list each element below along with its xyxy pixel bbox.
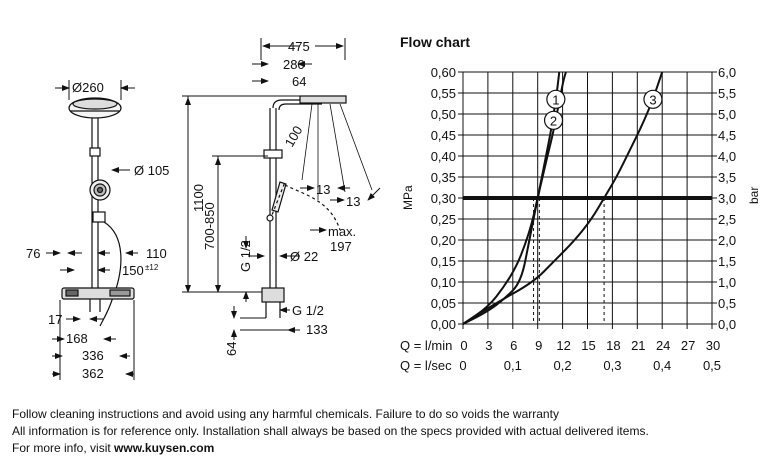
x-axis-label-secondary: Q = l/sec (400, 358, 452, 373)
dim-110: 110 (146, 246, 167, 261)
y-tick-label-mpa: 0,40 (431, 149, 456, 164)
x-tick-label-lmin: 6 (510, 338, 517, 353)
side-view-dimensions (182, 38, 381, 340)
dim-150: 150 (122, 263, 144, 278)
x-tick-label-lsec: 0 (459, 358, 466, 373)
dim-280: 280 (283, 57, 305, 72)
x-tick-label-lmin: 12 (556, 338, 570, 353)
side-view-drawing (261, 95, 373, 318)
y-tick-label-mpa: 0,55 (431, 86, 456, 101)
dim-133: 133 (306, 322, 328, 337)
y-tick-label-bar: 6,0 (718, 65, 736, 80)
y-tick-label-mpa: 0,45 (431, 128, 456, 143)
footer-notes: Follow cleaning instructions and avoid u… (12, 406, 782, 457)
y-tick-label-bar: 0,0 (718, 317, 736, 332)
series-badge-label-3: 3 (649, 92, 656, 107)
dim-22: Ø 22 (290, 249, 318, 264)
y-axis-label-right: bar (747, 187, 761, 204)
y-tick-label-bar: 3,0 (718, 191, 736, 206)
series-badge-label-2: 2 (550, 113, 557, 128)
dim-head-diameter: Ø260 (72, 80, 104, 95)
y-axis-label-left: MPa (401, 185, 415, 210)
y-tick-label-mpa: 0,15 (431, 254, 456, 269)
dim-64-top: 64 (292, 74, 306, 89)
dim-1100: 1100 (191, 184, 206, 212)
y-tick-label-mpa: 0,30 (431, 191, 456, 206)
dim-13-a: 13 (316, 182, 330, 197)
series-line-3 (462, 71, 664, 325)
y-tick-label-bar: 0,5 (718, 296, 736, 311)
front-view-dimensions (46, 80, 138, 380)
x-tick-label-lmin: 3 (485, 338, 492, 353)
y-tick-label-bar: 3,5 (718, 170, 736, 185)
y-tick-label-mpa: 0,20 (431, 233, 456, 248)
shower-hose (99, 221, 122, 327)
y-tick-label-bar: 4,0 (718, 149, 736, 164)
dim-100: 100 (282, 123, 306, 149)
dim-700-850: 700-850 (202, 202, 217, 250)
note-cleaning: Follow cleaning instructions and avoid u… (12, 407, 559, 421)
series-badge-label-1: 1 (552, 92, 559, 107)
series-badge-1 (546, 89, 566, 109)
flow-chart: Flow chart 0 3 6 9 12 15 18 21 24 27 300,00 0,00,05… (400, 34, 761, 373)
dim-197: 197 (330, 239, 352, 254)
front-view-labels: Ø260 Ø 105 76 110 150 ±12 17 168 336 362 (26, 80, 169, 381)
y-tick-label-mpa: 0,25 (431, 212, 456, 227)
y-tick-label-mpa: 0,35 (431, 170, 456, 185)
x-tick-label-lsec: 0,5 (703, 358, 721, 373)
website-link[interactable]: www.kuysen.com (114, 441, 215, 455)
dim-g12-right: G 1/2 (292, 303, 324, 318)
x-tick-label-lmin: 18 (606, 338, 620, 353)
y-tick-label-bar: 5,0 (718, 107, 736, 122)
note-more-info-prefix: For more info, visit (12, 441, 115, 455)
x-tick-label-lsec: 0,4 (653, 358, 671, 373)
side-view-labels: 475 280 64 100 1100 700-850 G 1/2 64 13 … (191, 39, 360, 356)
chart-title: Flow chart (400, 34, 470, 50)
y-tick-label-mpa: 0,05 (431, 296, 456, 311)
x-tick-label-lmin: 27 (681, 338, 695, 353)
x-tick-label-lsec: 0,2 (554, 358, 572, 373)
x-tick-label-lmin: 24 (656, 338, 670, 353)
x-tick-label-lmin: 30 (706, 338, 720, 353)
dim-13-b: 13 (346, 194, 360, 209)
y-tick-label-bar: 1,0 (718, 275, 736, 290)
note-reference: All information is for reference only. I… (12, 424, 649, 438)
y-tick-label-mpa: 0,50 (431, 107, 456, 122)
series-badge-2 (543, 110, 564, 130)
dim-76: 76 (26, 246, 40, 261)
y-tick-label-mpa: 0,60 (431, 65, 456, 80)
series-badge-3 (643, 89, 663, 109)
y-tick-label-bar: 2,5 (718, 212, 736, 227)
y-tick-label-bar: 5,5 (718, 86, 736, 101)
dim-150-tolerance: ±12 (145, 263, 159, 272)
y-tick-label-mpa: 0,00 (431, 317, 456, 332)
dim-64-bottom: 64 (224, 342, 239, 356)
x-tick-label-lmin: 15 (581, 338, 595, 353)
front-view-drawing (61, 97, 135, 327)
dim-168: 168 (66, 331, 88, 346)
x-tick-label-lsec: 0,3 (603, 358, 621, 373)
dim-475: 475 (288, 39, 310, 54)
y-tick-label-bar: 4,5 (718, 128, 736, 143)
dim-17: 17 (48, 312, 62, 327)
note-more-info: For more info, visit www.kuysen.com (12, 440, 782, 457)
dim-336: 336 (82, 348, 104, 363)
side-shower-head (299, 95, 347, 104)
x-tick-label-lmin: 0 (460, 338, 467, 353)
dim-362: 362 (82, 366, 104, 381)
x-tick-label-lmin: 9 (535, 338, 542, 353)
dim-max: max. (328, 224, 356, 239)
x-tick-label-lmin: 21 (631, 338, 645, 353)
y-tick-label-bar: 2,0 (718, 233, 736, 248)
technical-figure: Ø260 Ø 105 76 110 150 ±12 17 168 336 362 (26, 34, 761, 381)
x-tick-label-lsec: 0,1 (504, 358, 522, 373)
dim-g12-left: G 1/2 (238, 240, 253, 272)
x-axis-label-primary: Q = l/min (400, 338, 452, 353)
y-tick-label-mpa: 0,10 (431, 275, 456, 290)
y-tick-label-bar: 1,5 (718, 254, 736, 269)
dim-hand-shower-diameter: Ø 105 (134, 163, 169, 178)
